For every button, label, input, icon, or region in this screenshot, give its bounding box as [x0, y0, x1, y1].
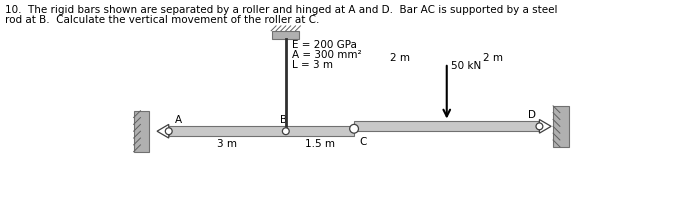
Bar: [553, 106, 569, 147]
Circle shape: [350, 124, 359, 133]
Text: 10.  The rigid bars shown are separated by a roller and hinged at A and D.  Bar : 10. The rigid bars shown are separated b…: [5, 5, 558, 15]
Circle shape: [536, 123, 543, 130]
Text: rod at B.  Calculate the vertical movement of the roller at C.: rod at B. Calculate the vertical movemen…: [5, 15, 319, 25]
Polygon shape: [540, 120, 551, 133]
Text: 50 kN: 50 kN: [451, 61, 481, 71]
Bar: [272, 31, 299, 39]
Text: 2 m: 2 m: [390, 53, 410, 63]
Text: L = 3 m: L = 3 m: [292, 60, 333, 70]
Text: C: C: [359, 137, 366, 147]
Bar: [133, 111, 149, 152]
Text: 1.5 m: 1.5 m: [305, 139, 335, 149]
Text: A: A: [174, 115, 181, 125]
Circle shape: [165, 128, 172, 135]
Text: 3 m: 3 m: [217, 139, 237, 149]
Text: A = 300 mm²: A = 300 mm²: [292, 50, 362, 60]
Bar: [169, 126, 354, 136]
Polygon shape: [157, 124, 169, 138]
Text: 2 m: 2 m: [483, 53, 503, 63]
Text: B: B: [281, 115, 288, 125]
Bar: [354, 121, 540, 131]
Text: E = 200 GPa: E = 200 GPa: [292, 40, 357, 50]
Text: D: D: [528, 110, 535, 120]
Circle shape: [283, 128, 289, 135]
